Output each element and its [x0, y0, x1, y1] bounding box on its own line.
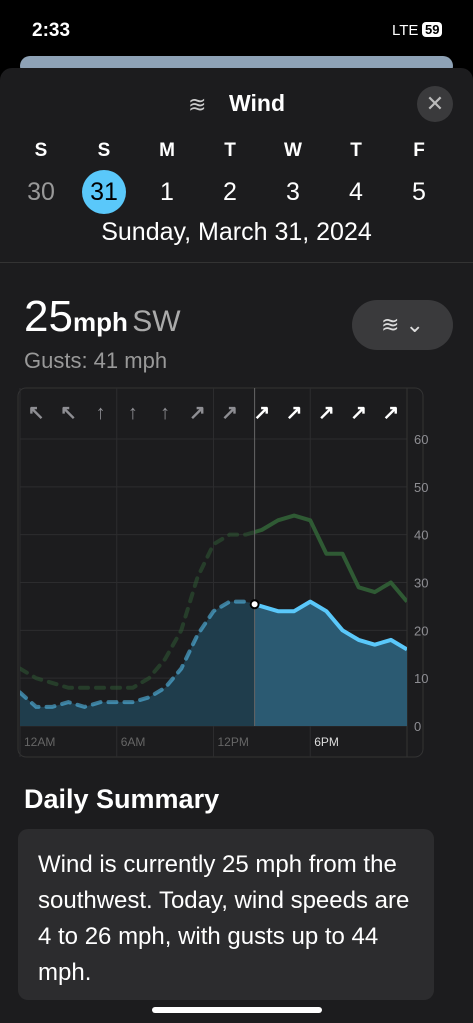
- wind-direction: ↗: [189, 402, 206, 424]
- y-tick-label: 40: [414, 528, 428, 543]
- wind-icon: ≋: [188, 92, 207, 117]
- line: [254, 599, 407, 652]
- chart-frame: [17, 387, 424, 758]
- day-letter: W: [284, 140, 302, 161]
- y-tick-label: 0: [414, 719, 421, 734]
- y-tick-label: 10: [414, 671, 428, 686]
- day-number[interactable]: 5: [412, 178, 426, 206]
- selected-date: Sunday, March 31, 2024: [101, 218, 372, 246]
- x-tick-label: 12AM: [24, 735, 55, 749]
- wind-direction: ↗: [253, 402, 270, 424]
- x-tick-label: 12PM: [218, 735, 249, 749]
- y-tick-label: 60: [414, 432, 428, 447]
- wind-direction: ↑: [160, 402, 170, 424]
- wind-area-past: [20, 601, 255, 726]
- wind-direction: ↑: [128, 402, 138, 424]
- day-number[interactable]: 30: [27, 178, 55, 206]
- line-past: [20, 529, 255, 690]
- day-letter: T: [224, 140, 236, 161]
- day-letter: T: [350, 140, 362, 161]
- line-past: [20, 599, 255, 709]
- status-network: LTE: [392, 22, 419, 39]
- summary-text: Wind is currently 25 mph from the southw…: [18, 829, 434, 1000]
- wind-direction: ↗: [221, 402, 238, 424]
- sheet-title: Wind: [229, 90, 285, 116]
- wind-direction: ↗: [286, 402, 303, 424]
- direction: SW: [132, 305, 181, 338]
- y-tick-label: 20: [414, 623, 428, 638]
- day-letter: F: [413, 140, 425, 161]
- close-button[interactable]: ✕: [417, 86, 453, 122]
- wind-direction: ↗: [382, 402, 399, 424]
- divider: [0, 262, 473, 263]
- x-tick-label: 6PM: [314, 735, 339, 749]
- speed: 25: [24, 292, 73, 341]
- day-letter: S: [34, 140, 48, 161]
- x-tick-label: 6AM: [121, 735, 146, 749]
- metric-selector[interactable]: ≋ ⌄: [352, 300, 453, 350]
- day-letter: S: [97, 140, 111, 161]
- wind-area: [254, 601, 407, 726]
- y-tick-label: 50: [414, 480, 428, 495]
- day-number[interactable]: 31: [82, 170, 126, 214]
- status-time: 2:33: [32, 20, 71, 41]
- wind-direction: ↗: [318, 402, 335, 424]
- wind-direction: ↑: [96, 402, 106, 424]
- wind-direction: ↖: [28, 402, 45, 424]
- battery: 59: [422, 22, 443, 37]
- wind-direction: ↗: [350, 402, 367, 424]
- day-number[interactable]: 1: [160, 178, 174, 206]
- home-indicator: [152, 1007, 322, 1013]
- y-tick-label: 30: [414, 576, 428, 591]
- day-letter: M: [159, 140, 175, 161]
- gusts: Gusts: 41 mph: [24, 348, 168, 373]
- current-wind: 25mph SW: [24, 292, 181, 342]
- day-number[interactable]: 4: [349, 178, 363, 206]
- unit: mph: [72, 307, 128, 337]
- summary-title: Daily Summary: [24, 784, 220, 814]
- day-number[interactable]: 3: [286, 178, 300, 206]
- line: [254, 513, 407, 603]
- now-marker: [249, 599, 260, 610]
- wind-direction: ↖: [60, 402, 77, 424]
- day-number[interactable]: 2: [223, 178, 237, 206]
